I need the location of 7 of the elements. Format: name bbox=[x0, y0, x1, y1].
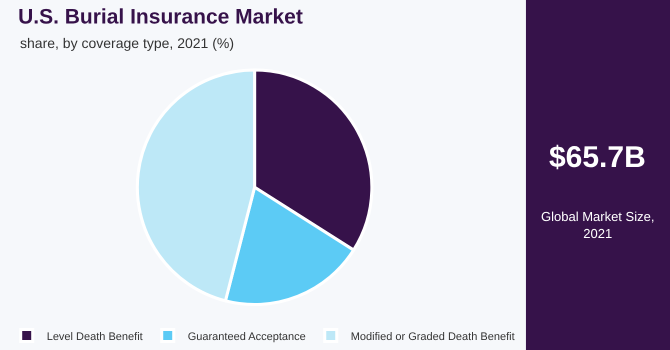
legend-label: Level Death Benefit bbox=[46, 330, 143, 343]
text: $65.7B bbox=[549, 141, 646, 174]
legend-label: Modified or Graded Death Benefit bbox=[350, 330, 515, 343]
legend-label: Guaranteed Acceptance bbox=[188, 330, 306, 343]
chart-subtitle: share, by coverage type, 2021 (%) bbox=[20, 35, 234, 51]
text: Global Market Size, 2021 bbox=[541, 209, 654, 241]
chart-title: U.S. Burial Insurance Market bbox=[18, 5, 303, 28]
